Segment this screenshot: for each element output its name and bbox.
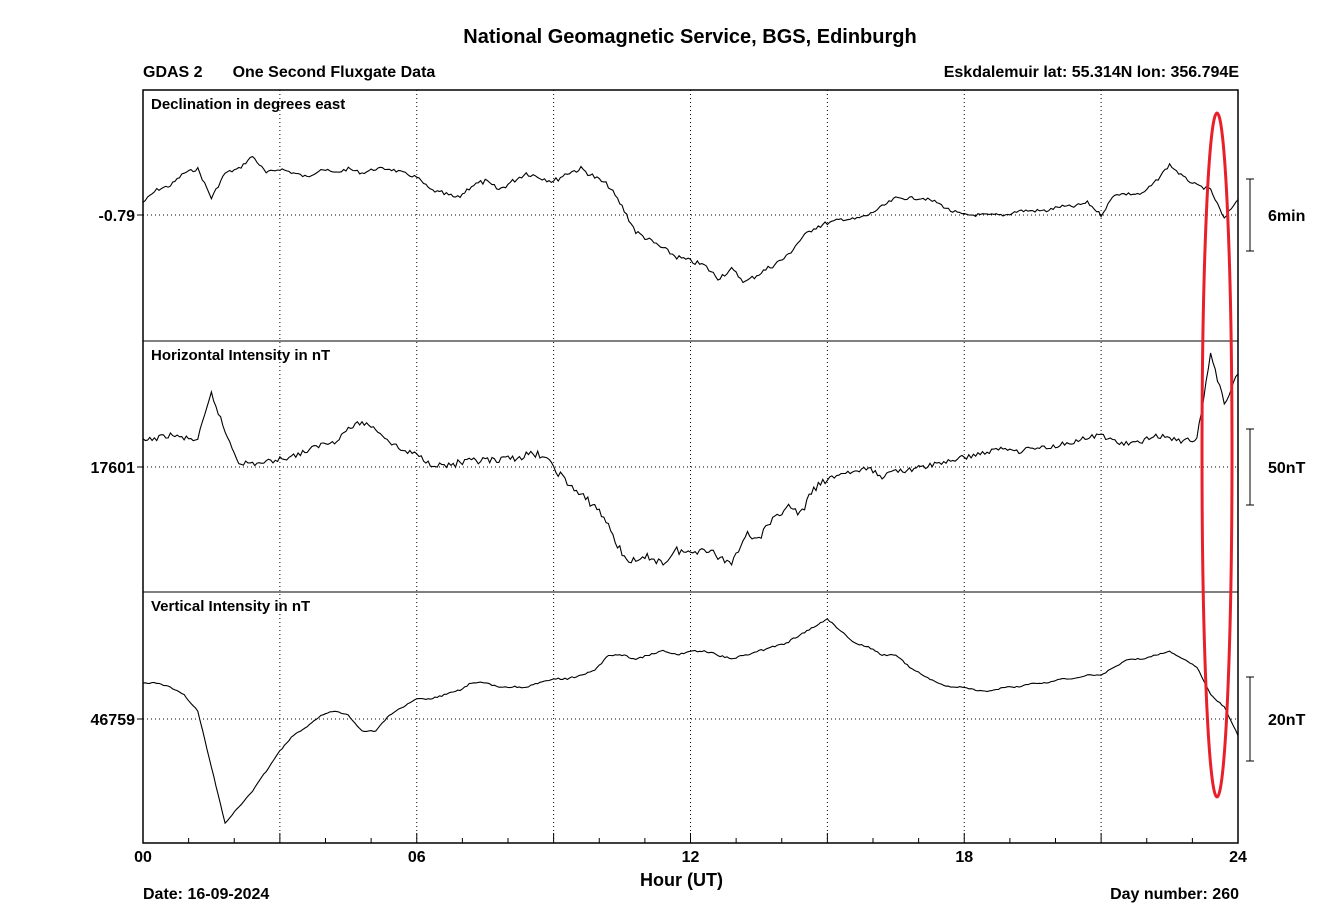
data-trace-vertical xyxy=(142,618,1239,825)
panel-title: Horizontal Intensity in nT xyxy=(151,347,330,364)
date-label: Date: 16-09-2024 xyxy=(143,886,270,903)
data-trace-declination xyxy=(142,155,1239,284)
x-tick-label: 06 xyxy=(408,849,426,866)
x-tick-label: 18 xyxy=(955,849,973,866)
highlight-ellipse xyxy=(1200,111,1234,799)
data-trace-horizontal xyxy=(142,352,1239,567)
scale-label: 6min xyxy=(1268,208,1305,225)
instrument-label: GDAS 2 xyxy=(143,64,203,81)
x-axis-label: Hour (UT) xyxy=(640,870,723,890)
instrument-header: GDAS 2 One Second Fluxgate Data xyxy=(143,64,435,82)
x-tick-label: 24 xyxy=(1229,849,1247,866)
chart-title: National Geomagnetic Service, BGS, Edinb… xyxy=(463,26,917,48)
station-header: Eskdalemuir lat: 55.314N lon: 356.794E xyxy=(943,64,1239,81)
reference-value-label: -0.79 xyxy=(99,208,136,225)
data-type-label: One Second Fluxgate Data xyxy=(232,64,436,81)
panel-title: Vertical Intensity in nT xyxy=(151,598,310,615)
scale-label: 20nT xyxy=(1268,712,1306,729)
x-tick-label: 00 xyxy=(134,849,152,866)
scale-label: 50nT xyxy=(1268,460,1306,477)
reference-value-label: 46759 xyxy=(91,712,136,729)
x-tick-label: 12 xyxy=(682,849,700,866)
reference-value-label: 17601 xyxy=(91,460,136,477)
day-number-label: Day number: 260 xyxy=(1110,886,1239,903)
panel-title: Declination in degrees east xyxy=(151,96,345,113)
